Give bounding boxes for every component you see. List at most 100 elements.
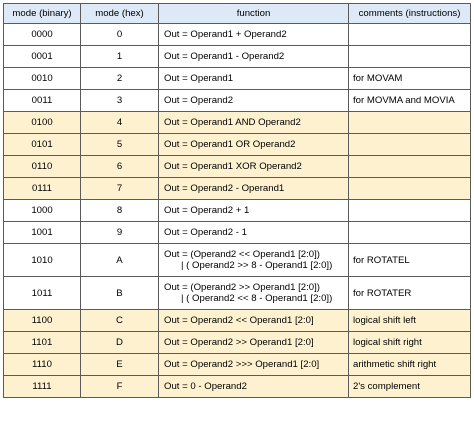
cell-mode-hex: 8 — [80, 199, 159, 222]
table-row: 1011 B Out = (Operand2 >> Operand1 [2:0]) |… — [3, 276, 471, 310]
cell-mode-hex: D — [80, 331, 159, 354]
function-line: Out = Operand2 << Operand1 [2:0] — [164, 315, 314, 326]
function-line: Out = Operand2 - 1 — [164, 227, 247, 238]
table-row: 0000 0 Out = Operand1 + Operand2 — [3, 23, 471, 46]
table-row: 1101 D Out = Operand2 >> Operand1 [2:0] log… — [3, 331, 471, 354]
cell-mode-binary: 1010 — [3, 243, 81, 277]
cell-function: Out = Operand2 - Operand1 — [158, 177, 349, 200]
cell-function: Out = Operand2 + 1 — [158, 199, 349, 222]
cell-comment — [348, 177, 471, 200]
cell-mode-binary: 0110 — [3, 155, 81, 178]
cell-mode-hex: 3 — [80, 89, 159, 112]
cell-mode-binary: 0101 — [3, 133, 81, 156]
cell-mode-binary: 1101 — [3, 331, 81, 354]
cell-mode-binary: 0001 — [3, 45, 81, 68]
header-row: mode (binary) mode (hex) function commen… — [3, 3, 471, 24]
cell-mode-hex: B — [80, 276, 159, 310]
cell-function: Out = Operand2 >>> Operand1 [2:0] — [158, 353, 349, 376]
table-body: 0000 0 Out = Operand1 + Operand2 0001 1 Out =… — [3, 23, 471, 398]
cell-comment: logical shift left — [348, 309, 471, 332]
function-line: Out = Operand1 — [164, 73, 234, 84]
cell-mode-hex: F — [80, 375, 159, 398]
cell-function: Out = Operand1 — [158, 67, 349, 90]
cell-mode-hex: 4 — [80, 111, 159, 134]
cell-function: Out = Operand1 OR Operand2 — [158, 133, 349, 156]
function-line: | ( Operand2 << 8 - Operand1 [2:0]) — [181, 293, 333, 304]
cell-mode-binary: 0111 — [3, 177, 81, 200]
cell-mode-hex: 2 — [80, 67, 159, 90]
function-line: Out = 0 - Operand2 — [164, 381, 247, 392]
table-row: 0110 6 Out = Operand1 XOR Operand2 — [3, 155, 471, 178]
cell-comment: for ROTATER — [348, 276, 471, 310]
cell-function: Out = Operand2 << Operand1 [2:0] — [158, 309, 349, 332]
cell-comment — [348, 155, 471, 178]
cell-function: Out = Operand2 - 1 — [158, 221, 349, 244]
header-mode-binary: mode (binary) — [3, 3, 81, 24]
cell-comment: for MOVMA and MOVIA — [348, 89, 471, 112]
cell-mode-binary: 1000 — [3, 199, 81, 222]
cell-comment: logical shift right — [348, 331, 471, 354]
table-row: 0101 5 Out = Operand1 OR Operand2 — [3, 133, 471, 156]
cell-mode-binary: 1011 — [3, 276, 81, 310]
cell-comment: arithmetic shift right — [348, 353, 471, 376]
header-mode-hex: mode (hex) — [80, 3, 159, 24]
function-line: Out = Operand1 AND Operand2 — [164, 117, 301, 128]
cell-mode-hex: 0 — [80, 23, 159, 46]
table-row: 1111 F Out = 0 - Operand2 2's complement — [3, 375, 471, 398]
cell-mode-hex: 9 — [80, 221, 159, 244]
cell-comment: 2's complement — [348, 375, 471, 398]
table-row: 1110 E Out = Operand2 >>> Operand1 [2:0] ar… — [3, 353, 471, 376]
cell-mode-binary: 1100 — [3, 309, 81, 332]
table-row: 1000 8 Out = Operand2 + 1 — [3, 199, 471, 222]
cell-comment — [348, 221, 471, 244]
header-function: function — [158, 3, 349, 24]
table-row: 1100 C Out = Operand2 << Operand1 [2:0] log… — [3, 309, 471, 332]
cell-mode-binary: 0100 — [3, 111, 81, 134]
cell-function: Out = Operand1 XOR Operand2 — [158, 155, 349, 178]
function-line: Out = Operand1 XOR Operand2 — [164, 161, 302, 172]
table-row: 0001 1 Out = Operand1 - Operand2 — [3, 45, 471, 68]
table-row: 0111 7 Out = Operand2 - Operand1 — [3, 177, 471, 200]
cell-comment: for ROTATEL — [348, 243, 471, 277]
cell-mode-binary: 0000 — [3, 23, 81, 46]
function-line: Out = (Operand2 << Operand1 [2:0]) — [164, 249, 320, 260]
function-line: | ( Operand2 >> 8 - Operand1 [2:0]) — [181, 260, 333, 271]
cell-mode-hex: 1 — [80, 45, 159, 68]
cell-mode-hex: 7 — [80, 177, 159, 200]
function-line: Out = Operand2 + 1 — [164, 205, 250, 216]
function-line: Out = Operand1 OR Operand2 — [164, 139, 296, 150]
cell-comment — [348, 133, 471, 156]
cell-mode-binary: 1110 — [3, 353, 81, 376]
cell-comment — [348, 111, 471, 134]
header-comments: comments (instructions) — [348, 3, 471, 24]
table-row: 0011 3 Out = Operand2 for MOVMA and MOVIA — [3, 89, 471, 112]
cell-function: Out = Operand2 >> Operand1 [2:0] — [158, 331, 349, 354]
function-line: Out = Operand2 >> Operand1 [2:0] — [164, 337, 314, 348]
function-line: Out = (Operand2 >> Operand1 [2:0]) — [164, 282, 320, 293]
cell-mode-hex: C — [80, 309, 159, 332]
cell-mode-hex: E — [80, 353, 159, 376]
cell-function: Out = Operand1 - Operand2 — [158, 45, 349, 68]
cell-function: Out = Operand2 — [158, 89, 349, 112]
function-line: Out = Operand1 + Operand2 — [164, 29, 287, 40]
cell-comment — [348, 45, 471, 68]
cell-comment — [348, 23, 471, 46]
cell-mode-binary: 1111 — [3, 375, 81, 398]
cell-function: Out = Operand1 AND Operand2 — [158, 111, 349, 134]
cell-comment — [348, 199, 471, 222]
table-row: 0010 2 Out = Operand1 for MOVAM — [3, 67, 471, 90]
cell-mode-binary: 1001 — [3, 221, 81, 244]
function-line: Out = Operand2 >>> Operand1 [2:0] — [164, 359, 320, 370]
cell-mode-hex: A — [80, 243, 159, 277]
table-row: 1010 A Out = (Operand2 << Operand1 [2:0]) |… — [3, 243, 471, 277]
function-line: Out = Operand2 — [164, 95, 234, 106]
cell-function: Out = (Operand2 << Operand1 [2:0]) | ( Op… — [158, 243, 349, 277]
cell-mode-binary: 0010 — [3, 67, 81, 90]
cell-mode-hex: 5 — [80, 133, 159, 156]
cell-function: Out = 0 - Operand2 — [158, 375, 349, 398]
table-row: 1001 9 Out = Operand2 - 1 — [3, 221, 471, 244]
cell-comment: for MOVAM — [348, 67, 471, 90]
alu-mode-table: mode (binary) mode (hex) function commen… — [3, 3, 471, 398]
cell-function: Out = Operand1 + Operand2 — [158, 23, 349, 46]
function-line: Out = Operand2 - Operand1 — [164, 183, 285, 194]
